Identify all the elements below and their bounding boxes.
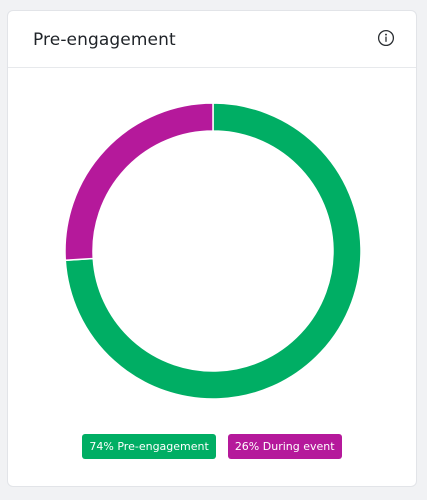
donut-chart (8, 68, 416, 428)
donut-chart-svg (64, 102, 362, 400)
legend-item-pre-engagement[interactable]: 74% Pre-engagement (82, 434, 216, 459)
info-icon[interactable] (377, 29, 395, 47)
pre-engagement-card: Pre-engagement 74% Pre-engagement 26% Du… (7, 10, 417, 487)
card-title: Pre-engagement (33, 30, 176, 50)
card-header: Pre-engagement (8, 11, 416, 68)
chart-legend: 74% Pre-engagement 26% During event (8, 434, 416, 459)
donut-slice-pre-engagement[interactable] (64, 102, 362, 400)
donut-slice-during-event[interactable] (64, 102, 214, 262)
legend-item-during-event[interactable]: 26% During event (227, 434, 342, 459)
